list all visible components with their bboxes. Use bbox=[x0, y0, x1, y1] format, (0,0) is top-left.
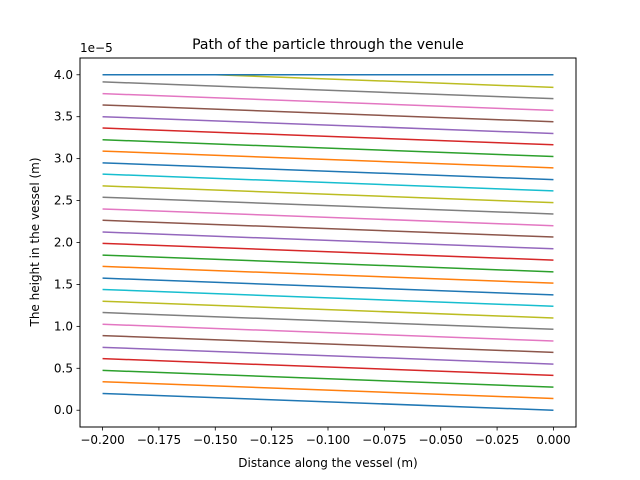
series-line-7 bbox=[102, 323, 554, 342]
y-tick-label: 4.0 bbox=[54, 68, 73, 82]
series-line-26 bbox=[102, 104, 554, 123]
series-line-8 bbox=[102, 311, 554, 331]
series-line-14 bbox=[102, 242, 554, 261]
series-line-17 bbox=[102, 208, 554, 227]
x-axis-label: Distance along the vessel (m) bbox=[238, 456, 417, 470]
y-tick-label: 1.0 bbox=[54, 319, 73, 333]
series-line-24 bbox=[102, 127, 554, 146]
y-tick-label: 2.5 bbox=[54, 194, 73, 208]
series-line-11 bbox=[102, 277, 554, 296]
series-line-1 bbox=[102, 392, 554, 411]
series-line-23 bbox=[102, 139, 554, 158]
series-line-12 bbox=[102, 265, 554, 284]
series-line-22 bbox=[102, 150, 554, 169]
series-line-27 bbox=[102, 92, 554, 112]
x-tick-label: −0.125 bbox=[249, 433, 293, 447]
series-line-6 bbox=[102, 334, 554, 354]
series-line-19 bbox=[102, 185, 554, 204]
x-tick-label: −0.050 bbox=[419, 433, 463, 447]
y-axis-label: The height in the vessel (m) bbox=[28, 157, 42, 327]
series-line-10 bbox=[102, 288, 554, 307]
x-tick-label: −0.150 bbox=[193, 433, 237, 447]
y-tick-label: 0.0 bbox=[54, 403, 73, 417]
chart-title: Path of the particle through the venule bbox=[192, 37, 464, 53]
series-line-21 bbox=[102, 162, 554, 181]
y-axis: 0.0 0.5 1.0 1.5 2.0 2.5 3.0 3.5 4.0 bbox=[54, 68, 80, 417]
x-tick-label: −0.075 bbox=[362, 433, 406, 447]
series-line-25 bbox=[102, 115, 554, 135]
y-tick-label: 3.0 bbox=[54, 152, 73, 166]
y-tick-label: 3.5 bbox=[54, 110, 73, 124]
y-tick-label: 0.5 bbox=[54, 361, 73, 375]
series-line-9 bbox=[102, 300, 554, 319]
series-line-18 bbox=[102, 196, 554, 215]
series-line-3 bbox=[102, 369, 554, 388]
series-line-5 bbox=[102, 346, 554, 365]
x-tick-label: 0.000 bbox=[536, 433, 570, 447]
x-tick-label: −0.200 bbox=[80, 433, 124, 447]
series-line-2 bbox=[102, 380, 554, 400]
series-line-20 bbox=[102, 173, 554, 192]
series-line-28 bbox=[102, 81, 554, 100]
x-tick-label: −0.025 bbox=[475, 433, 519, 447]
series-lines bbox=[102, 74, 554, 411]
x-tick-label: −0.100 bbox=[306, 433, 350, 447]
x-axis: −0.200 −0.175 −0.150 −0.125 −0.100 −0.075 −0.0… bbox=[80, 427, 571, 447]
series-line-16 bbox=[102, 219, 554, 238]
series-line-15 bbox=[102, 231, 554, 250]
series-line-13 bbox=[102, 254, 554, 273]
y-offset-label: 1e−5 bbox=[80, 41, 113, 55]
y-tick-label: 2.0 bbox=[54, 236, 73, 250]
series-line-4 bbox=[102, 357, 554, 377]
x-tick-label: −0.175 bbox=[137, 433, 181, 447]
y-tick-label: 1.5 bbox=[54, 277, 73, 291]
